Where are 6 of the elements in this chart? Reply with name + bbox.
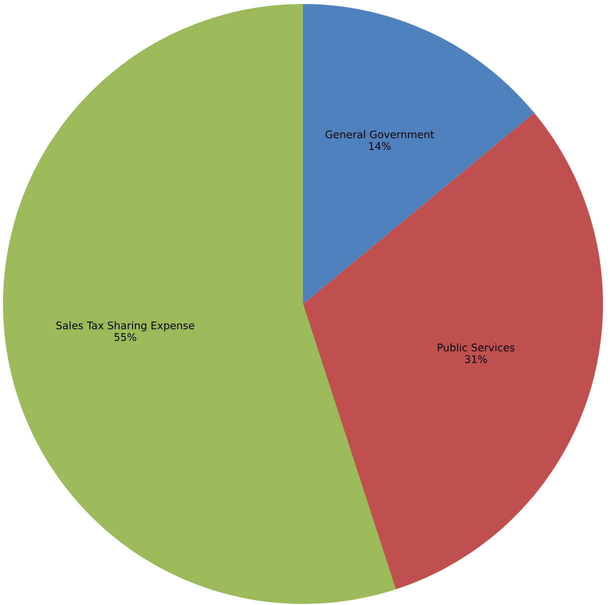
data-label: 55% <box>114 333 136 342</box>
slice-label: Sales Tax Sharing Expense <box>56 321 194 332</box>
data-label: 14% <box>369 142 391 150</box>
slice-label: General Government <box>326 130 434 138</box>
slice-label: Public Services <box>438 343 514 352</box>
data-label: 31% <box>465 355 487 364</box>
